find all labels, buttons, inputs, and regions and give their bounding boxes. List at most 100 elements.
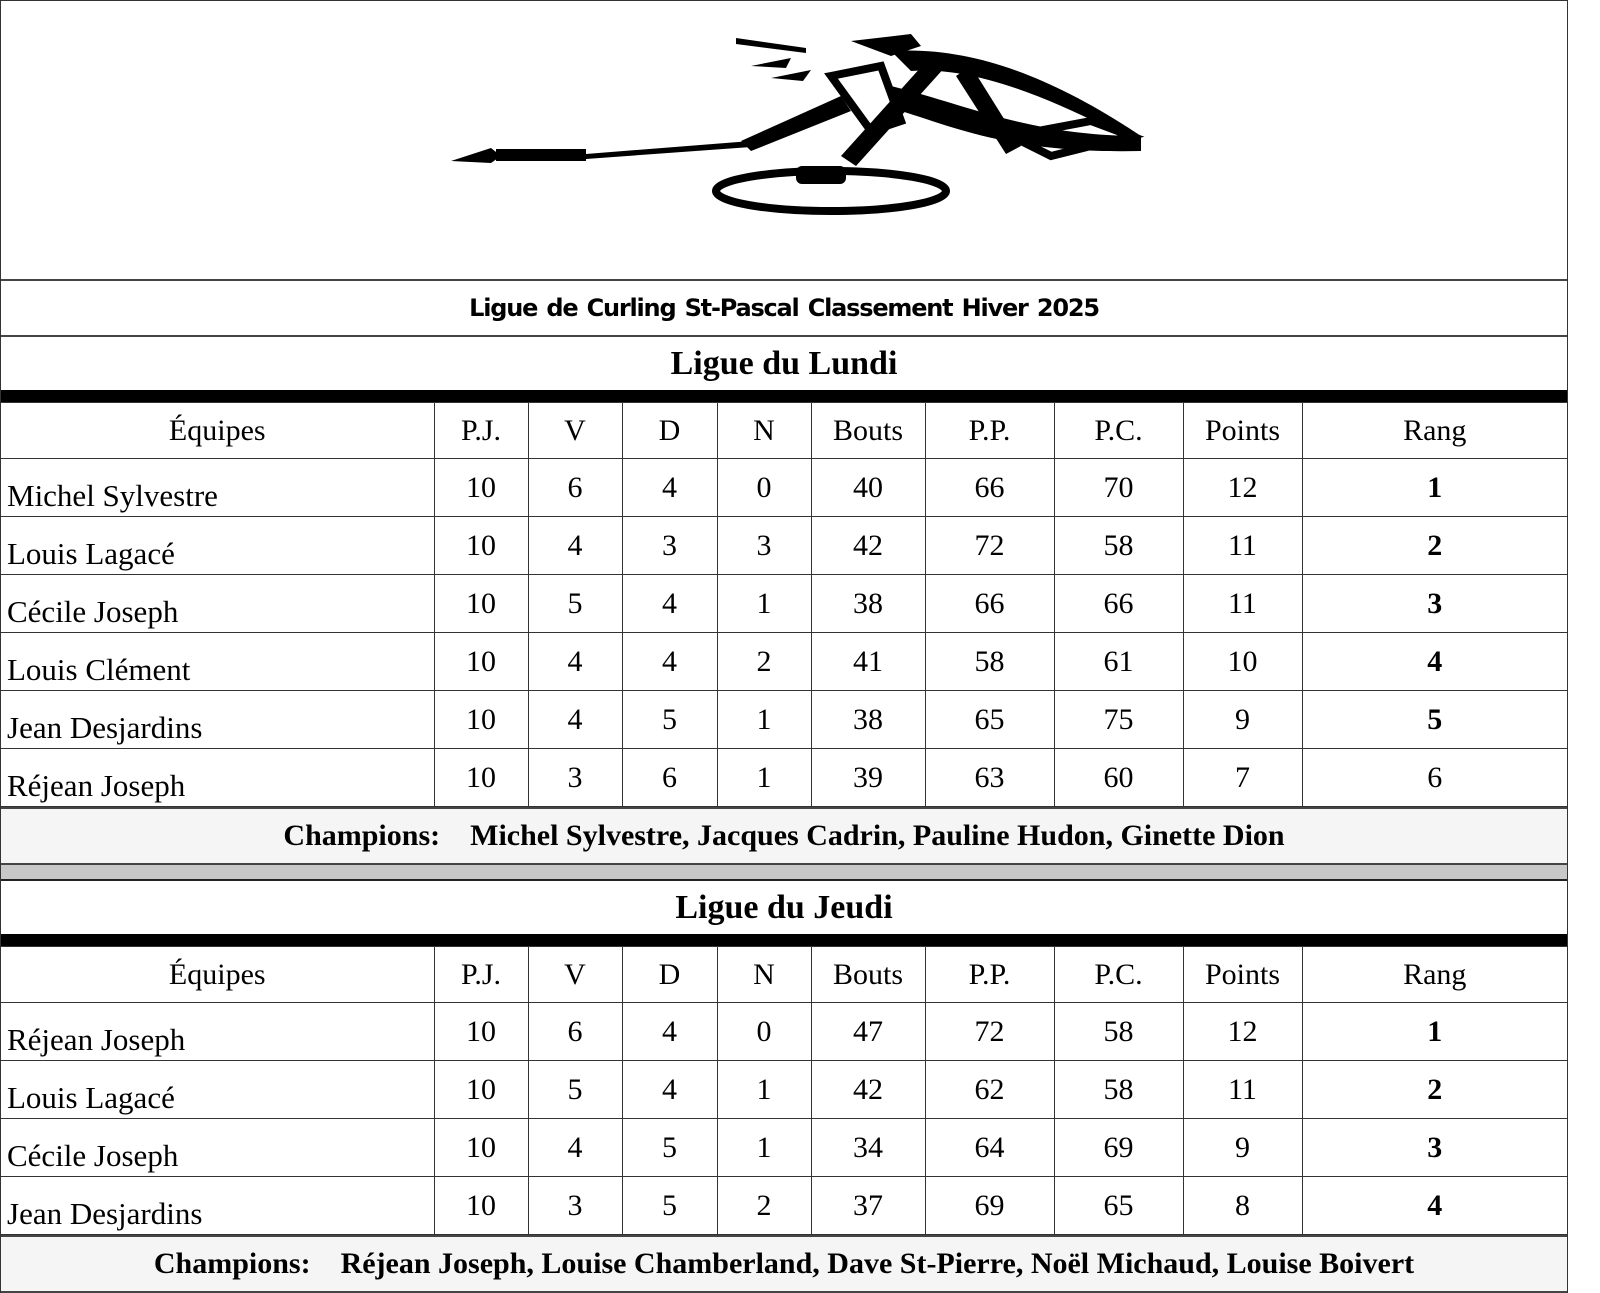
stat-cell: 10: [433, 690, 529, 749]
team-name: Réjean Joseph: [1, 1002, 435, 1061]
table-row: Réjean Joseph 10 3 6 1 39 63 60 7 6: [1, 748, 1567, 807]
stat-cell: 61: [1053, 632, 1184, 691]
stat-cell: 1: [716, 748, 812, 807]
stat-cell: 60: [1053, 748, 1184, 807]
stat-cell: 9: [1182, 1118, 1303, 1177]
table-row: Louis Clément 10 4 4 2 41 58 61 10 4: [1, 632, 1567, 691]
stat-cell: 47: [810, 1002, 926, 1061]
stat-cell: 63: [924, 748, 1055, 807]
stat-cell: 4: [621, 458, 718, 517]
stat-cell: 41: [810, 632, 926, 691]
column-header: P.J.: [433, 946, 529, 1003]
stat-cell: 1: [716, 574, 812, 633]
column-header: Bouts: [810, 946, 926, 1003]
team-name: Michel Sylvestre: [1, 458, 435, 517]
stat-cell: 2: [716, 632, 812, 691]
stat-cell: 3: [527, 748, 623, 807]
team-name: Réjean Joseph: [1, 748, 435, 807]
stat-cell: 10: [1182, 632, 1303, 691]
stat-cell: 5: [527, 574, 623, 633]
stat-cell: 40: [810, 458, 926, 517]
table-row: Louis Lagacé 10 5 4 1 42 62 58 11 2: [1, 1060, 1567, 1119]
stat-cell: 75: [1053, 690, 1184, 749]
column-header: D: [621, 402, 718, 459]
stat-cell: 1: [1301, 458, 1567, 517]
stat-cell: 70: [1053, 458, 1184, 517]
stat-cell: 7: [1182, 748, 1303, 807]
stat-cell: 10: [433, 748, 529, 807]
stat-cell: 4: [1301, 632, 1567, 691]
table-row: Cécile Joseph 10 4 5 1 34 64 69 9 3: [1, 1118, 1567, 1177]
stat-cell: 3: [716, 516, 812, 575]
column-header: Équipes: [1, 946, 435, 1003]
stat-cell: 38: [810, 574, 926, 633]
divider-bar: [1, 934, 1567, 946]
stat-cell: 66: [924, 574, 1055, 633]
stat-cell: 34: [810, 1118, 926, 1177]
stat-cell: 2: [1301, 516, 1567, 575]
stat-cell: 10: [433, 632, 529, 691]
stat-cell: 12: [1182, 1002, 1303, 1061]
table-row: Jean Desjardins 10 4 5 1 38 65 75 9 5: [1, 690, 1567, 749]
stat-cell: 1: [716, 1118, 812, 1177]
column-header: N: [716, 946, 812, 1003]
stat-cell: 10: [433, 1118, 529, 1177]
column-header: V: [527, 946, 623, 1003]
column-header: V: [527, 402, 623, 459]
stat-cell: 6: [1301, 748, 1567, 807]
column-header: Points: [1182, 402, 1303, 459]
stat-cell: 72: [924, 1002, 1055, 1061]
stat-cell: 1: [716, 690, 812, 749]
stat-cell: 10: [433, 1176, 529, 1235]
stat-cell: 5: [621, 1176, 718, 1235]
team-name: Louis Clément: [1, 632, 435, 691]
champions-label: Champions:: [283, 819, 441, 852]
stat-cell: 66: [1053, 574, 1184, 633]
champions-names: Réjean Joseph, Louise Chamberland, Dave …: [340, 1247, 1415, 1280]
champions-row: Champions: Réjean Joseph, Louise Chamber…: [1, 1235, 1567, 1293]
team-name: Louis Lagacé: [1, 516, 435, 575]
stat-cell: 11: [1182, 1060, 1303, 1119]
champions-label: Champions:: [153, 1247, 311, 1280]
table-row: Michel Sylvestre 10 6 4 0 40 66 70 12 1: [1, 458, 1567, 517]
stat-cell: 39: [810, 748, 926, 807]
stat-cell: 3: [1301, 574, 1567, 633]
league-title: Ligue du Lundi: [670, 344, 898, 382]
column-header: Points: [1182, 946, 1303, 1003]
stat-cell: 3: [527, 1176, 623, 1235]
team-name: Cécile Joseph: [1, 1118, 435, 1177]
stat-cell: 5: [621, 1118, 718, 1177]
standings-table: Équipes P.J. V D N Bouts P.P. P.C. Points Rang Mi…: [1, 402, 1567, 807]
champions-names: Michel Sylvestre, Jacques Cadrin, Paulin…: [470, 819, 1285, 852]
curler-icon: [451, 34, 1145, 215]
stat-cell: 3: [1301, 1118, 1567, 1177]
team-name: Jean Desjardins: [1, 690, 435, 749]
stat-cell: 42: [810, 516, 926, 575]
stat-cell: 12: [1182, 458, 1303, 517]
stat-cell: 4: [527, 1118, 623, 1177]
table-row: Réjean Joseph 10 6 4 0 47 72 58 12 1: [1, 1002, 1567, 1061]
header-row: Équipes P.J. V D N Bouts P.P. P.C. Points Rang: [1, 946, 1567, 1003]
stat-cell: 4: [621, 1060, 718, 1119]
column-header: N: [716, 402, 812, 459]
column-header: D: [621, 946, 718, 1003]
stat-cell: 2: [1301, 1060, 1567, 1119]
stat-cell: 3: [621, 516, 718, 575]
stat-cell: 0: [716, 458, 812, 517]
stat-cell: 5: [527, 1060, 623, 1119]
table-row: Jean Desjardins 10 3 5 2 37 69 65 8 4: [1, 1176, 1567, 1235]
section-separator: [1, 865, 1567, 881]
stat-cell: 10: [433, 516, 529, 575]
table-row: Louis Lagacé 10 4 3 3 42 72 58 11 2: [1, 516, 1567, 575]
stat-cell: 4: [527, 690, 623, 749]
team-name: Louis Lagacé: [1, 1060, 435, 1119]
stat-cell: 4: [527, 516, 623, 575]
stat-cell: 10: [433, 1060, 529, 1119]
stat-cell: 10: [433, 458, 529, 517]
stat-cell: 37: [810, 1176, 926, 1235]
stat-cell: 0: [716, 1002, 812, 1061]
stat-cell: 1: [1301, 1002, 1567, 1061]
column-header: P.P.: [924, 402, 1055, 459]
stat-cell: 11: [1182, 574, 1303, 633]
